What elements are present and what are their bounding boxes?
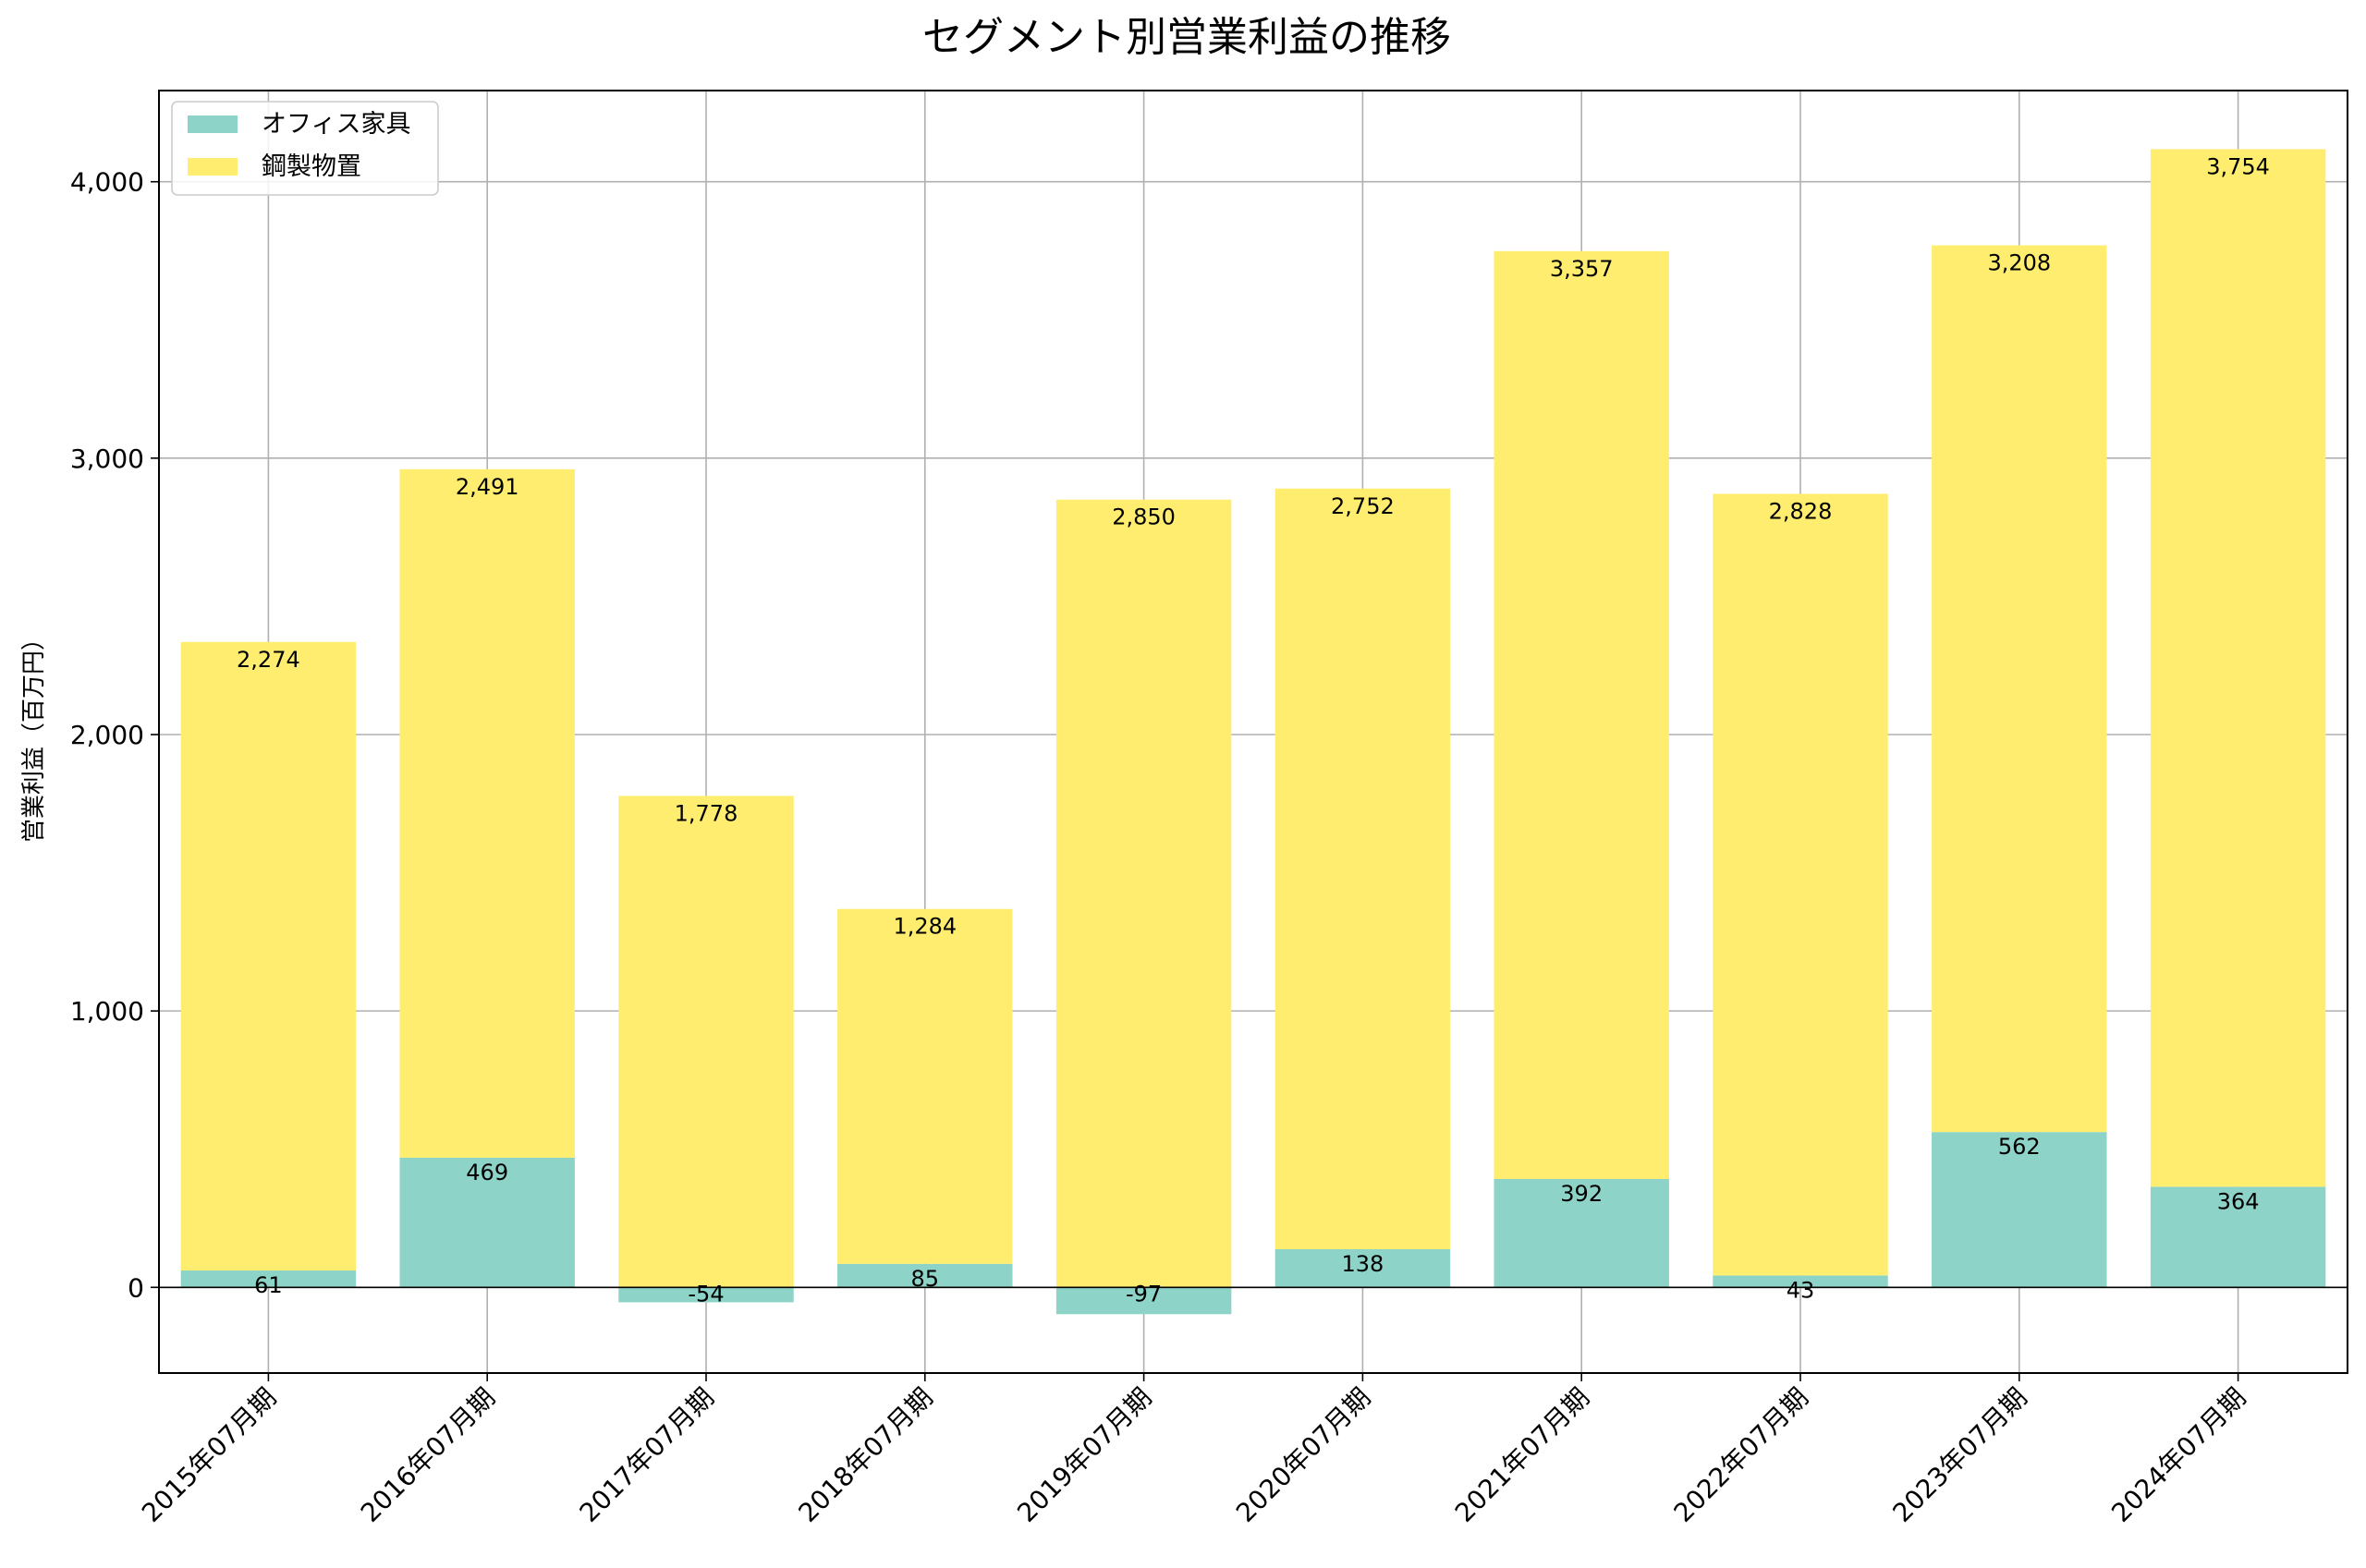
data-label-steel-storage: 3,754 xyxy=(2206,153,2270,179)
bars xyxy=(180,149,2326,1315)
y-tick-label: 3,000 xyxy=(70,444,144,474)
x-tick-label: 2023年07月期 xyxy=(1886,1382,2032,1528)
data-label-office-furniture: 562 xyxy=(1998,1134,2041,1160)
legend-swatch xyxy=(188,115,238,133)
plot-frame xyxy=(158,90,2348,1374)
bar-office-furniture xyxy=(618,1287,794,1303)
data-label-office-furniture: 392 xyxy=(1560,1181,1603,1207)
data-label-office-furniture: 85 xyxy=(911,1266,940,1292)
legend-box xyxy=(171,101,439,196)
bar-office-furniture xyxy=(1713,1275,1888,1288)
data-label-steel-storage: 1,778 xyxy=(675,800,738,826)
data-label-steel-storage: 2,491 xyxy=(456,474,519,500)
y-tick-label: 0 xyxy=(128,1272,144,1303)
x-tick-label: 2015年07月期 xyxy=(136,1382,282,1528)
x-tick-label: 2021年07月期 xyxy=(1449,1382,1595,1528)
data-labels: 61 2,274 469 2,491 -54 1,778 85 1,284 -97 2,850 13… xyxy=(237,153,2270,1307)
data-label-office-furniture: 61 xyxy=(254,1272,283,1298)
y-tick-label: 4,000 xyxy=(70,167,144,198)
legend-swatch xyxy=(188,158,238,176)
bar-office-furniture xyxy=(1494,1179,1669,1288)
y-tick-label: 1,000 xyxy=(70,996,144,1027)
bar-steel-storage xyxy=(1494,250,1669,1180)
bar-office-furniture xyxy=(837,1263,1013,1288)
x-tick-label: 2016年07月期 xyxy=(355,1382,501,1528)
bar-office-furniture xyxy=(399,1157,575,1288)
bar-steel-storage xyxy=(1055,499,1232,1288)
data-label-office-furniture: -54 xyxy=(688,1281,724,1307)
bar-office-furniture xyxy=(1932,1132,2107,1288)
bar-steel-storage xyxy=(1713,493,1888,1276)
bar-steel-storage xyxy=(618,796,794,1288)
bar-steel-storage xyxy=(1932,245,2107,1133)
data-label-steel-storage: 3,208 xyxy=(1987,250,2051,276)
data-label-office-furniture: 364 xyxy=(2217,1188,2260,1214)
data-label-steel-storage: 2,828 xyxy=(1769,498,1833,524)
x-tick-label: 2018年07月期 xyxy=(792,1382,938,1528)
x-tick-label: 2022年07月期 xyxy=(1668,1382,1814,1528)
bar-steel-storage xyxy=(1274,488,1451,1249)
data-label-steel-storage: 2,274 xyxy=(237,647,300,673)
legend-label[interactable]: 鋼製物置 xyxy=(262,152,361,181)
x-tick-label: 2024年07月期 xyxy=(2105,1382,2251,1528)
data-label-office-furniture: 469 xyxy=(466,1160,508,1185)
data-label-office-furniture: 43 xyxy=(1787,1277,1815,1303)
data-label-office-furniture: 138 xyxy=(1341,1251,1384,1277)
data-label-office-furniture: -97 xyxy=(1126,1281,1162,1307)
x-tick-label: 2017年07月期 xyxy=(574,1382,720,1528)
bar-steel-storage xyxy=(837,908,1013,1264)
y-tick-label: 2,000 xyxy=(70,720,144,750)
bar-steel-storage xyxy=(2150,149,2326,1187)
bar-office-furniture xyxy=(2150,1186,2326,1288)
x-tick-label: 2020年07月期 xyxy=(1230,1382,1376,1528)
bar-steel-storage xyxy=(399,468,575,1158)
y-axis-label: 営業利益（百万円） xyxy=(20,626,48,843)
x-tick-label: 2019年07月期 xyxy=(1011,1382,1157,1528)
bar-office-furniture xyxy=(180,1270,357,1288)
chart-title: セグメント別営業利益の推移 xyxy=(922,14,1451,61)
data-label-steel-storage: 3,357 xyxy=(1550,256,1614,282)
legend-label[interactable]: オフィス家具 xyxy=(262,110,410,139)
bar-steel-storage xyxy=(180,641,357,1271)
data-label-steel-storage: 2,850 xyxy=(1112,504,1176,530)
bar-office-furniture xyxy=(1274,1248,1451,1288)
data-label-steel-storage: 2,752 xyxy=(1331,493,1395,519)
bar-office-furniture xyxy=(1055,1287,1232,1315)
data-label-steel-storage: 1,284 xyxy=(893,914,957,940)
